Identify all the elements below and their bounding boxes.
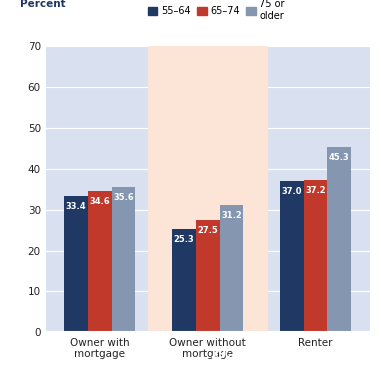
Text: 34.6: 34.6 xyxy=(89,197,110,206)
Bar xyxy=(219,205,243,332)
Text: 34.8: 34.8 xyxy=(129,348,158,361)
Bar xyxy=(112,187,135,332)
Text: 33.4: 33.4 xyxy=(66,202,86,211)
Text: 37.0: 37.0 xyxy=(282,187,302,196)
Legend: 55–64, 65–74, 75 or
older: 55–64, 65–74, 75 or older xyxy=(148,0,285,21)
Bar xyxy=(172,229,196,332)
Text: 65 or
older: 65 or older xyxy=(53,344,80,365)
Bar xyxy=(328,147,351,332)
Bar xyxy=(196,220,219,332)
Text: 29.3: 29.3 xyxy=(210,348,239,361)
Text: Percent: Percent xyxy=(20,0,66,9)
Bar xyxy=(280,181,304,332)
Bar xyxy=(88,191,112,332)
Bar xyxy=(148,46,267,332)
Bar xyxy=(64,196,88,332)
Text: 45.3: 45.3 xyxy=(329,153,350,162)
Text: 31.2: 31.2 xyxy=(221,211,242,220)
Bar xyxy=(304,180,328,332)
Text: 27.5: 27.5 xyxy=(197,226,218,235)
Text: 41.6: 41.6 xyxy=(290,348,320,361)
Text: 35.6: 35.6 xyxy=(113,193,134,202)
Text: 25.3: 25.3 xyxy=(173,235,194,244)
Text: 37.2: 37.2 xyxy=(305,186,326,195)
